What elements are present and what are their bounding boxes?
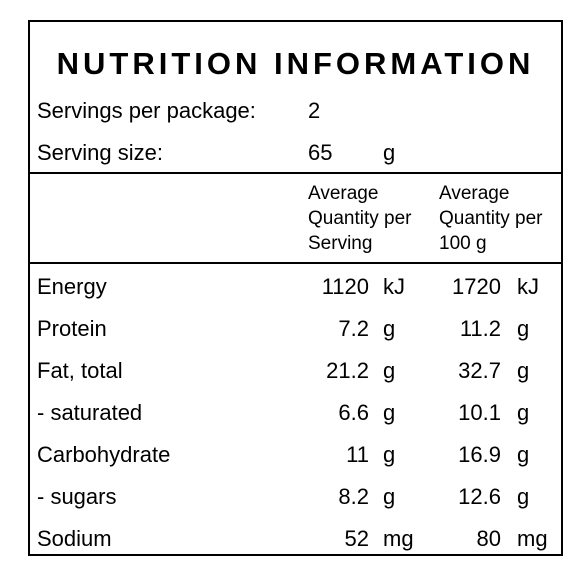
per-100g-value: 11.2 [459,316,501,341]
per-serving-value: 8.2 [338,484,369,509]
per-serving-unit: g [383,316,396,341]
table-row: Fat, total 21.2 g 32.7 g [30,350,561,392]
nutrition-panel: NUTRITION INFORMATION Servings per packa… [28,20,563,556]
table-row: - sugars 8.2 g 12.6 g [30,476,561,518]
servings-per-package-value: 2 [308,98,321,123]
per-100g-unit: mg [517,526,548,551]
column-header-per-100g: Average Quantity per 100 g [439,183,543,254]
nutrient-name: Carbohydrate [37,442,171,467]
table-row: Energy 1120 kJ 1720 kJ [30,266,561,308]
nutrient-name: Sodium [37,526,112,551]
per-100g-value: 1720 [452,274,501,299]
nutrient-name: Fat, total [37,358,123,383]
per-100g-value: 12.6 [458,484,501,509]
per-serving-value: 52 [344,526,369,551]
per-100g-unit: g [517,358,530,383]
per-serving-unit: g [383,442,396,467]
per-100g-unit: g [517,442,530,467]
per-100g-value: 80 [476,526,501,551]
table-row: Carbohydrate 11 g 16.9 g [30,434,561,476]
per-serving-value: 21.2 [326,358,369,383]
servings-per-package-label: Servings per package: [37,98,256,123]
per-serving-value: 6.6 [338,400,369,425]
per-serving-value: 11 [346,442,369,467]
per-serving-value: 7.2 [338,316,369,341]
nutrient-name: Energy [37,274,107,299]
per-100g-unit: g [517,400,530,425]
per-100g-unit: kJ [517,274,539,299]
table-row: Sodium 52 mg 80 mg [30,518,561,560]
per-100g-value: 32.7 [458,358,501,383]
per-serving-unit: g [383,400,396,425]
per-100g-unit: g [517,316,530,341]
per-serving-unit: g [383,358,396,383]
serving-size-value: 65 [308,140,333,165]
table-row: Protein 7.2 g 11.2 g [30,308,561,350]
serving-size-unit: g [383,140,396,165]
table-row: - saturated 6.6 g 10.1 g [30,392,561,434]
serving-size-label: Serving size: [37,140,163,165]
per-serving-unit: kJ [383,274,405,299]
per-100g-value: 10.1 [458,400,501,425]
per-serving-unit: g [383,484,396,509]
divider-header [30,262,561,264]
nutrient-name: - sugars [37,484,117,509]
per-100g-unit: g [517,484,530,509]
per-100g-value: 16.9 [458,442,501,467]
column-header-per-serving: Average Quantity per Serving [308,183,412,254]
divider-top [30,172,561,174]
per-serving-value: 1120 [321,274,369,299]
nutrient-name: Protein [37,316,107,341]
nutrient-name: - saturated [37,400,143,425]
panel-title: NUTRITION INFORMATION [56,46,535,81]
per-serving-unit: mg [383,526,414,551]
